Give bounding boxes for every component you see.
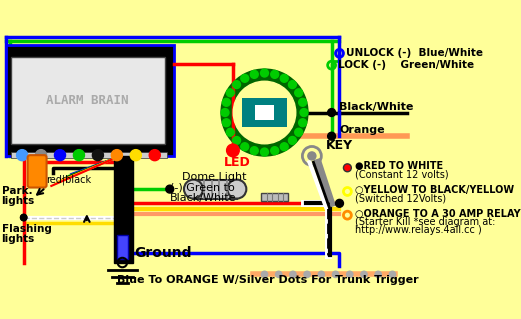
Circle shape [271,70,279,78]
Circle shape [149,150,160,161]
Text: http://www.relays.4all.cc ): http://www.relays.4all.cc ) [355,225,482,235]
Text: (Starter Kill *see diagram at:: (Starter Kill *see diagram at: [355,217,495,227]
Bar [242,98,287,127]
Circle shape [250,147,258,155]
Circle shape [280,143,288,151]
Circle shape [221,108,229,116]
Bar [11,152,167,158]
Circle shape [226,89,234,97]
Circle shape [295,89,303,97]
Text: Flashing: Flashing [2,224,52,234]
Text: red|black: red|black [46,174,91,185]
Text: ○YELLOW TO BLACK/YELLOW: ○YELLOW TO BLACK/YELLOW [355,185,514,195]
Circle shape [332,271,339,278]
Text: ALARM BRAIN: ALARM BRAIN [46,94,128,107]
Text: KEY: KEY [326,139,353,152]
FancyBboxPatch shape [28,155,46,188]
Circle shape [336,199,343,207]
Circle shape [35,150,46,161]
Circle shape [55,150,66,161]
Circle shape [221,69,308,156]
Text: Park.: Park. [2,187,32,197]
Circle shape [250,70,258,78]
Circle shape [318,271,325,278]
Circle shape [222,119,230,127]
Circle shape [233,81,241,89]
Circle shape [389,271,395,278]
Text: Blue To ORANGE W/Silver Dots For Trunk Trigger: Blue To ORANGE W/Silver Dots For Trunk T… [117,275,418,285]
Circle shape [289,81,296,89]
Circle shape [227,144,239,157]
Text: UNLOCK (-)  Blue/White: UNLOCK (-) Blue/White [346,48,483,58]
Bar [115,156,133,263]
Bar [260,193,288,201]
Text: Black/White: Black/White [170,193,236,203]
Circle shape [289,137,296,145]
Circle shape [20,214,27,221]
Circle shape [328,108,336,116]
Circle shape [271,147,279,155]
Circle shape [346,271,353,278]
Circle shape [299,119,306,127]
Text: ○ORANGE TO A 30 AMP RELAY: ○ORANGE TO A 30 AMP RELAY [355,209,521,219]
Circle shape [20,214,27,221]
Circle shape [262,271,268,278]
Circle shape [227,180,246,199]
Bar [117,235,128,259]
Text: lights: lights [2,196,35,206]
Text: LOCK (-)    Green/White: LOCK (-) Green/White [338,60,474,70]
Circle shape [222,98,230,106]
Text: Orange: Orange [340,125,385,135]
Text: Ground: Ground [134,246,192,260]
Circle shape [280,74,288,82]
Circle shape [130,150,141,161]
Circle shape [166,185,173,193]
Circle shape [241,143,249,151]
Circle shape [290,271,296,278]
Circle shape [17,150,28,161]
Circle shape [233,81,296,144]
Circle shape [299,98,306,106]
Text: LED: LED [224,156,250,169]
Circle shape [73,150,84,161]
Circle shape [111,150,122,161]
Circle shape [233,137,241,145]
Text: Dome Light: Dome Light [182,172,246,182]
Circle shape [241,74,249,82]
Text: (Switched 12Volts): (Switched 12Volts) [355,194,446,204]
Circle shape [226,128,234,136]
Circle shape [260,69,268,77]
Circle shape [92,150,104,161]
Circle shape [276,271,282,278]
Circle shape [184,180,203,199]
Circle shape [375,271,381,278]
Text: (-) Green to: (-) Green to [170,182,234,193]
Text: lights: lights [2,234,35,244]
Bar [6,45,173,156]
Circle shape [328,132,336,140]
Circle shape [304,271,311,278]
Circle shape [361,271,367,278]
Circle shape [300,108,308,116]
Bar [193,180,237,199]
Circle shape [307,151,317,161]
Text: ●RED TO WHITE: ●RED TO WHITE [355,161,443,171]
Bar [11,57,165,144]
Circle shape [295,128,303,136]
Text: Black/White: Black/White [340,102,414,112]
Circle shape [260,148,268,156]
Circle shape [343,164,351,172]
Text: (Constant 12 volts): (Constant 12 volts) [355,170,449,180]
Bar [255,105,274,120]
